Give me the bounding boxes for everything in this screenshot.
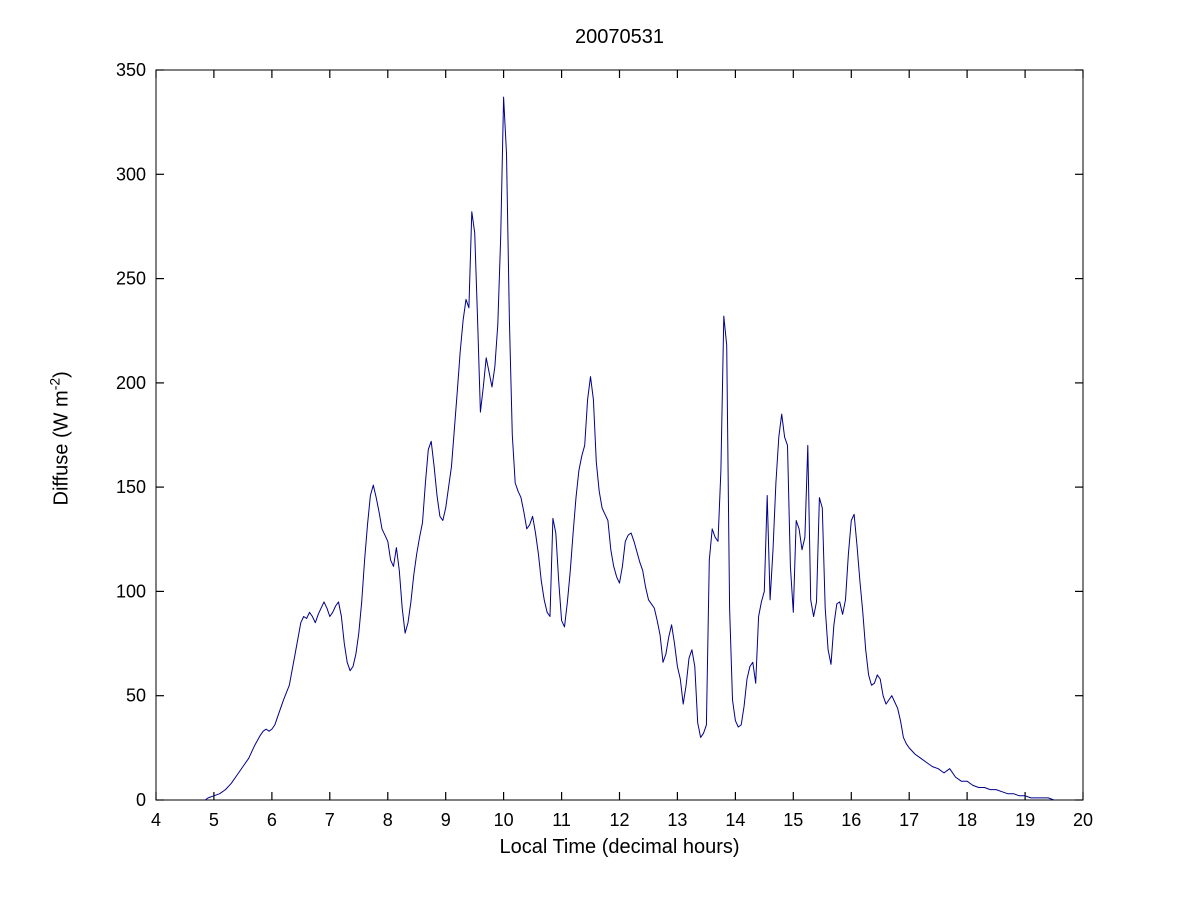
svg-text:0: 0 <box>136 790 146 810</box>
svg-text:9: 9 <box>441 810 451 830</box>
y-axis-label-pre: Diffuse (W m <box>50 390 73 506</box>
svg-text:200: 200 <box>116 373 146 393</box>
svg-text:13: 13 <box>667 810 687 830</box>
svg-text:5: 5 <box>209 810 219 830</box>
svg-text:300: 300 <box>116 164 146 184</box>
svg-text:14: 14 <box>725 810 745 830</box>
svg-text:50: 50 <box>126 686 146 706</box>
svg-text:350: 350 <box>116 60 146 80</box>
svg-text:6: 6 <box>267 810 277 830</box>
y-axis-label: Diffuse (W m-2) <box>47 8 74 868</box>
svg-text:17: 17 <box>899 810 919 830</box>
svg-text:18: 18 <box>957 810 977 830</box>
svg-text:11: 11 <box>552 810 571 830</box>
svg-text:150: 150 <box>116 477 146 497</box>
svg-text:7: 7 <box>325 810 335 830</box>
svg-text:4: 4 <box>151 810 161 830</box>
svg-text:15: 15 <box>783 810 803 830</box>
svg-text:16: 16 <box>841 810 861 830</box>
svg-text:20: 20 <box>1073 810 1093 830</box>
chart-title: 20070531 <box>575 26 664 48</box>
svg-text:8: 8 <box>383 810 393 830</box>
svg-text:100: 100 <box>116 581 146 601</box>
y-axis-label-exponent: -2 <box>46 377 63 391</box>
svg-text:10: 10 <box>494 810 514 830</box>
svg-text:19: 19 <box>1015 810 1035 830</box>
svg-text:12: 12 <box>609 810 629 830</box>
y-axis-label-post: ) <box>50 371 73 378</box>
x-axis-label: Local Time (decimal hours) <box>499 836 740 858</box>
svg-text:250: 250 <box>116 269 146 289</box>
